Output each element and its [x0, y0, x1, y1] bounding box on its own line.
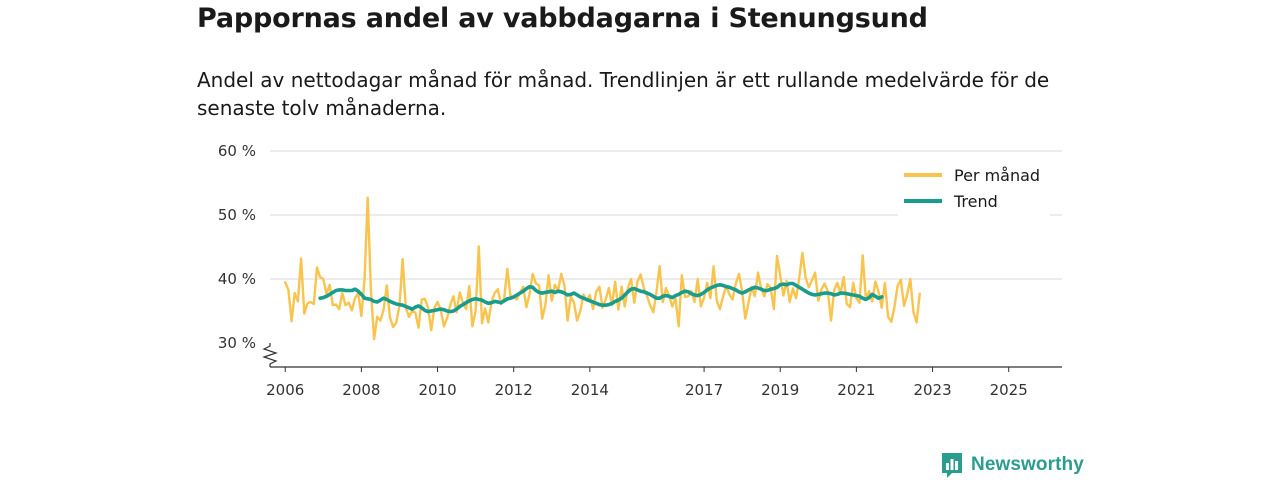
chart-title: Pappornas andel av vabbdagarna i Stenung… — [197, 3, 928, 34]
x-tick-label: 2008 — [342, 381, 380, 399]
chart-subtitle: Andel av nettodagar månad för månad. Tre… — [197, 68, 1050, 120]
x-tick-label: 2019 — [761, 381, 799, 399]
y-tick-label: 50 % — [218, 206, 256, 224]
series-lines — [284, 196, 921, 341]
legend-background — [898, 160, 1050, 216]
x-tick-label: 2014 — [571, 381, 609, 399]
x-tick-label: 2017 — [685, 381, 723, 399]
x-tick-label: 2010 — [418, 381, 456, 399]
newsworthy-brand: Newsworthy — [940, 451, 1084, 479]
y-tick-label: 40 % — [218, 270, 256, 288]
x-tick-label: 2012 — [495, 381, 533, 399]
series-line-per-manad — [284, 196, 921, 341]
x-tick-label: 2006 — [266, 381, 304, 399]
x-axis: 2006 2008 2010 2012 2014 2017 2019 2021 2023 2025 — [262, 343, 1062, 399]
line-chart: 30 % 40 % 50 % 60 % 2006 2008 2010 2012 2014 201… — [218, 142, 1062, 399]
x-tick-label: 2025 — [990, 381, 1028, 399]
bar-chart-logo-icon — [942, 453, 962, 478]
brand-name: Newsworthy — [971, 454, 1084, 475]
x-tick-label: 2023 — [913, 381, 951, 399]
y-tick-label: 30 % — [218, 334, 256, 352]
legend: Per månad Trend — [898, 160, 1050, 216]
y-tick-label: 60 % — [218, 142, 256, 160]
series-line-trend — [318, 281, 884, 314]
y-axis-ticks: 30 % 40 % 50 % 60 % — [218, 142, 256, 352]
legend-label-monthly: Per månad — [954, 166, 1040, 185]
legend-label-trend: Trend — [953, 192, 998, 211]
x-tick-label: 2021 — [837, 381, 875, 399]
y-axis-break-marker — [262, 343, 278, 367]
